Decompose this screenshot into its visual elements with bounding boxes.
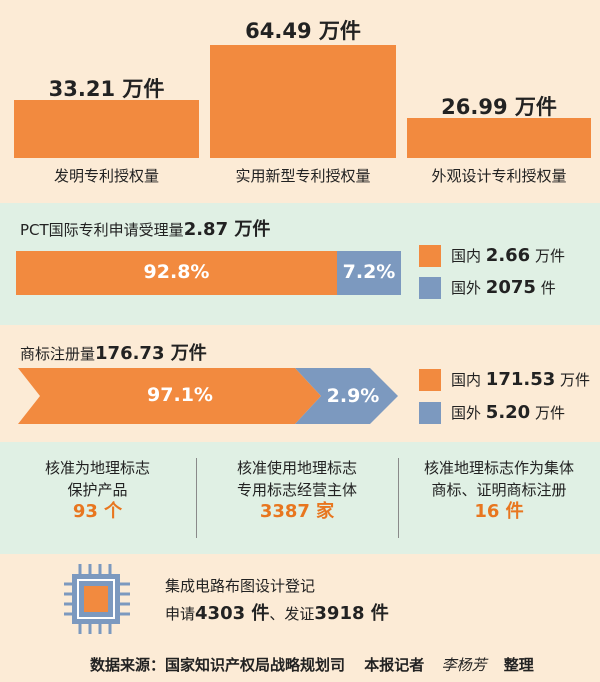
divider <box>196 458 197 538</box>
stat-line: 专用标志经营主体 <box>236 481 357 499</box>
legend-amount: 2075 <box>485 277 536 298</box>
ic-layout-text: 集成电路布图设计登记 申请4303 件、发证3918 件 <box>165 572 389 628</box>
legend-domestic-swatch <box>419 245 441 267</box>
ic-apply-value: 4303 件 <box>195 603 270 624</box>
bar-utility-model-patents <box>210 45 396 158</box>
category-label: 外观设计专利授权量 <box>431 167 567 185</box>
divider <box>398 458 399 538</box>
geo-stat-trademarks: 核准地理标志作为集体 商标、证明商标注册 16 件 <box>399 457 599 523</box>
trademark-title-value: 176.73 万件 <box>95 343 207 364</box>
stat-value: 16 件 <box>474 501 524 522</box>
legend-amount: 171.53 <box>485 369 556 390</box>
bar-value-label: 33.21 万件 <box>48 77 165 101</box>
legend-foreign-swatch <box>419 402 441 424</box>
geo-indication-section: 核准为地理标志 保护产品 93 个 核准使用地理标志 专用标志经营主体 3387… <box>0 442 600 554</box>
pct-title-value: 2.87 万件 <box>183 219 271 240</box>
legend-series-name: 国内 <box>451 247 482 265</box>
legend-domestic-text: 国内 2.66 万件 <box>451 245 565 266</box>
footer-source: 数据来源：国家知识产权局战略规划司 <box>90 656 346 674</box>
bar-value-label: 26.99 万件 <box>441 95 557 119</box>
stat-line: 保护产品 <box>67 481 128 499</box>
legend-amount: 5.20 <box>485 402 531 423</box>
geo-stat-operators: 核准使用地理标志 专用标志经营主体 3387 家 <box>197 457 397 523</box>
trademark-section: 商标注册量176.73 万件 97.1% 2.9% 国内 171.53 万件 国… <box>0 325 600 442</box>
trademark-domestic-segment <box>18 368 321 424</box>
legend-unit: 件 <box>540 279 556 297</box>
stat-line: 核准为地理标志 <box>44 459 150 477</box>
legend-unit: 万件 <box>560 371 591 389</box>
trademark-foreign-segment <box>295 368 398 424</box>
bar-design-patents <box>407 118 591 158</box>
trademark-title: 商标注册量176.73 万件 <box>20 339 207 365</box>
legend-series-name: 国内 <box>451 371 482 389</box>
pct-title: PCT国际专利申请受理量2.87 万件 <box>20 215 270 241</box>
footer-edit: 整理 <box>503 656 534 674</box>
legend-unit: 万件 <box>535 404 566 422</box>
trademark-foreign-percent: 2.9% <box>326 385 380 407</box>
pct-title-prefix: PCT国际专利申请受理量 <box>20 221 184 239</box>
ic-sep: 、发证 <box>269 605 315 623</box>
trademark-arrow-bar <box>18 368 398 424</box>
legend-domestic-swatch <box>419 369 441 391</box>
trademark-domestic-percent: 97.1% <box>147 384 213 406</box>
category-label: 发明专利授权量 <box>53 167 159 185</box>
stat-line: 商标、证明商标注册 <box>431 481 567 499</box>
geo-stat-products: 核准为地理标志 保护产品 93 个 <box>0 457 195 523</box>
footer-credit: 数据来源：国家知识产权局战略规划司 本报记者 李杨芳 整理 <box>90 654 534 675</box>
stat-value: 93 个 <box>72 501 123 522</box>
legend-foreign-text: 国外 2075 件 <box>451 277 556 298</box>
ic-stats: 申请4303 件、发证3918 件 <box>165 600 389 628</box>
ic-prefix: 申请 <box>165 605 196 623</box>
stat-value: 3387 家 <box>259 501 335 522</box>
pct-domestic-segment <box>16 251 337 295</box>
legend-unit: 万件 <box>535 247 566 265</box>
legend-domestic-text: 国内 171.53 万件 <box>451 369 590 390</box>
stat-line: 核准使用地理标志 <box>236 459 357 477</box>
chip-icon <box>64 564 130 634</box>
legend-foreign-text: 国外 5.20 万件 <box>451 402 565 423</box>
legend-series-name: 国外 <box>451 279 482 297</box>
legend-series-name: 国外 <box>451 404 482 422</box>
footer-reporter: 本报记者 <box>364 656 425 674</box>
legend-amount: 2.66 <box>485 245 531 266</box>
pct-foreign-percent: 7.2% <box>342 261 396 283</box>
patent-grants-section: 33.21 万件 64.49 万件 26.99 万件 发明专利授权量 实用新型专… <box>0 0 600 203</box>
stat-line: 核准地理标志作为集体 <box>423 459 574 477</box>
pct-section: PCT国际专利申请受理量2.87 万件 92.8% 7.2% 国内 2.66 万… <box>0 203 600 325</box>
legend-foreign-swatch <box>419 277 441 299</box>
pct-foreign-segment <box>337 251 401 295</box>
ic-layout-section: 集成电路布图设计登记 申请4303 件、发证3918 件 数据来源：国家知识产权… <box>0 554 600 682</box>
pct-domestic-percent: 92.8% <box>143 261 210 283</box>
bar-invention-patents <box>14 100 199 158</box>
bar-value-label: 64.49 万件 <box>245 19 361 43</box>
ic-title: 集成电路布图设计登记 <box>165 577 316 595</box>
footer-name: 李杨芳 <box>441 656 487 674</box>
ic-issue-value: 3918 件 <box>314 603 389 624</box>
category-label: 实用新型专利授权量 <box>235 167 371 185</box>
trademark-title-prefix: 商标注册量 <box>20 345 96 363</box>
